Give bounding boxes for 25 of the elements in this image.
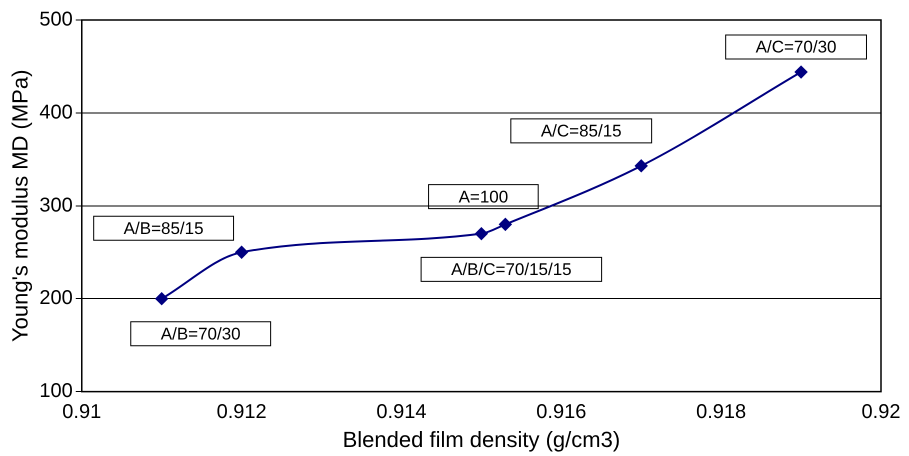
point	[155, 292, 168, 306]
x-axis-title: Blended film density (g/cm3)	[342, 426, 620, 452]
annotation: A/B=85/15	[124, 218, 204, 238]
annotation: A/C=85/15	[540, 122, 622, 141]
annotation: A/C=70/30	[756, 38, 836, 57]
annotation: A/B/C=70/15/15	[451, 260, 572, 280]
point	[474, 227, 488, 240]
point	[794, 66, 808, 79]
x-tick-label: 0.912	[216, 401, 267, 424]
x-tick-label: 0.914	[376, 401, 426, 424]
point	[498, 218, 512, 231]
y-tick-label: 200	[39, 287, 73, 310]
y-tick-label: 400	[39, 101, 73, 124]
y-tick-label: 100	[39, 380, 73, 402]
y-axis-title: Young's modulus MD (MPa)	[7, 70, 32, 342]
x-tick-label: 0.92	[862, 401, 900, 424]
y-tick-label: 300	[39, 194, 73, 216]
x-tick-label: 0.918	[696, 401, 746, 424]
annotation: A/B=70/30	[160, 324, 241, 344]
point	[235, 246, 248, 259]
x-tick-label: 0.91	[62, 401, 102, 424]
annotation: A=100	[458, 187, 508, 206]
y-tick-label: 500	[39, 8, 73, 31]
point	[634, 159, 648, 172]
x-tick-label: 0.916	[536, 401, 586, 424]
